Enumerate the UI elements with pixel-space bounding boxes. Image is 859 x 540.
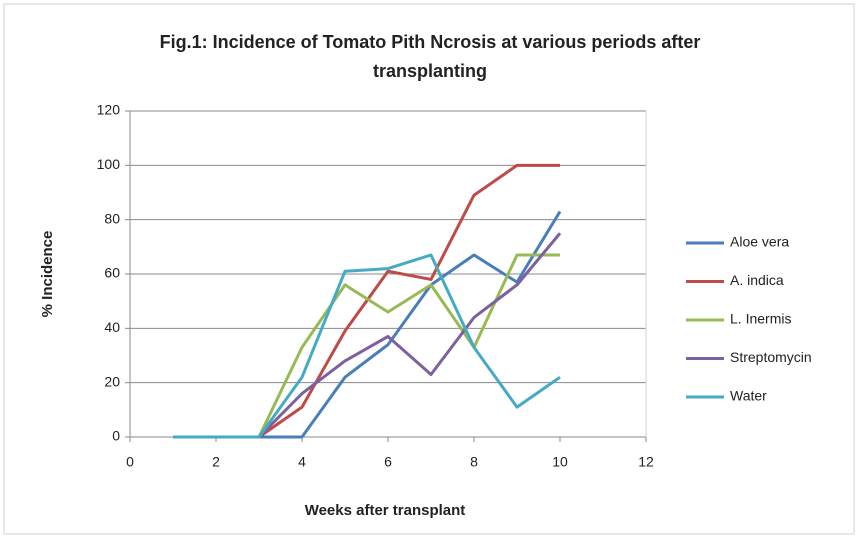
y-tick-label: 100 [97,156,121,172]
legend-label: Water [730,388,767,404]
legend-label: Streptomycin [730,349,812,365]
series-line [173,253,561,439]
chart-title: Fig.1: Incidence of Tomato Pith Ncrosis … [160,32,701,52]
x-tick-label: 0 [126,454,134,470]
y-tick-label: 0 [112,428,120,444]
chart-border [3,3,855,535]
y-tick-label: 20 [104,373,120,389]
x-tick-label: 8 [470,454,478,470]
legend-label: L. Inermis [730,311,791,327]
chart-title: transplanting [373,61,487,81]
x-tick-label: 12 [638,454,654,470]
legend-label: A. indica [730,272,784,288]
y-tick-label: 40 [104,319,120,335]
x-tick-label: 10 [552,454,568,470]
x-axis-label: Weeks after transplant [305,502,466,519]
y-axis-label: % Incidence [39,231,56,318]
y-tick-label: 120 [97,102,121,118]
legend-label: Aloe vera [730,234,789,250]
y-tick-label: 60 [104,265,120,281]
x-tick-label: 6 [384,454,392,470]
x-tick-label: 2 [212,454,220,470]
y-tick-label: 80 [104,210,120,226]
x-tick-label: 4 [298,454,306,470]
